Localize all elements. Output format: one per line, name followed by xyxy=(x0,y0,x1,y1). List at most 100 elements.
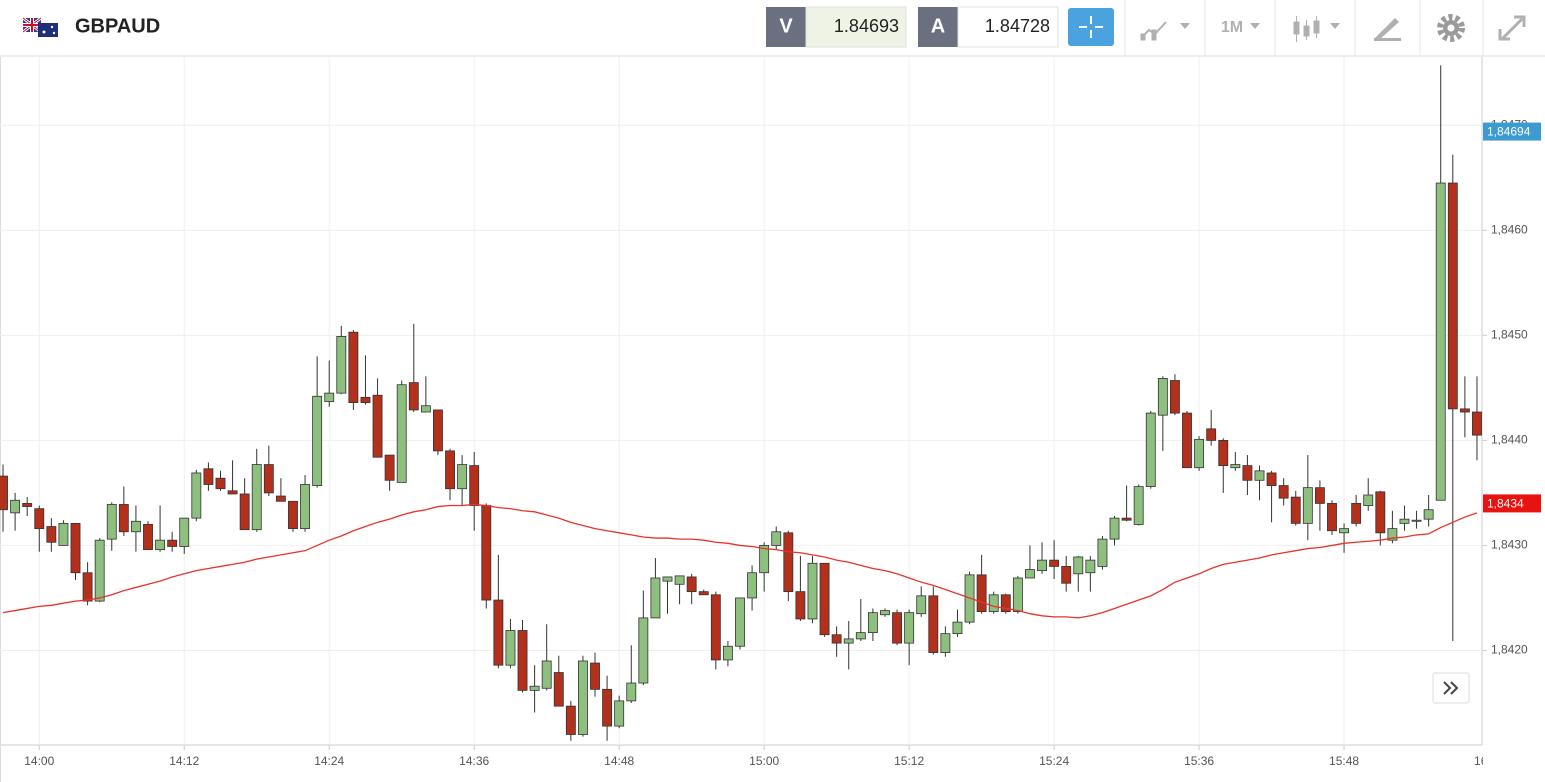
candle-body xyxy=(1230,464,1241,469)
candle-body xyxy=(843,638,854,644)
candle-body xyxy=(1278,485,1289,499)
buy-price: 1.84728 xyxy=(985,16,1050,36)
toolbar-separators xyxy=(1124,0,1484,56)
candle-body xyxy=(650,577,661,619)
candle-body xyxy=(469,465,480,506)
candle-body xyxy=(82,572,93,602)
candle-body xyxy=(686,576,697,593)
y-axis: 1,84201,84301,84401,84501,84601,84701,84… xyxy=(1482,117,1541,657)
candle-body xyxy=(155,539,166,551)
candle-body xyxy=(553,672,564,707)
candle-body xyxy=(1423,509,1434,520)
candle-body xyxy=(855,632,866,640)
candle-body xyxy=(916,595,927,615)
candle-body xyxy=(1169,380,1180,414)
candle-body xyxy=(880,610,890,616)
x-tick-label: 15:24 xyxy=(1039,754,1069,768)
candle-body xyxy=(324,392,335,402)
x-axis: 14:00 14:12 14:24 14:36 14:48 15:00 15:12 15:24… xyxy=(24,745,1504,768)
candle-body xyxy=(239,493,250,531)
candle-body xyxy=(710,594,721,661)
price-tag-label: 1,84694 xyxy=(1487,125,1531,139)
settings-button[interactable] xyxy=(1437,14,1465,42)
x-tick-label: 14:00 xyxy=(24,754,54,768)
x-tick-label: 15:48 xyxy=(1329,754,1359,768)
candle-body xyxy=(1459,408,1470,413)
crosshair-button[interactable] xyxy=(1068,8,1114,46)
buy-price-box[interactable] xyxy=(957,6,1059,48)
candle-body xyxy=(1242,465,1253,481)
candle-body xyxy=(1387,528,1398,541)
candle-body xyxy=(976,574,987,613)
scroll-button[interactable] xyxy=(1432,672,1470,704)
candle-body xyxy=(227,490,238,495)
candle-body xyxy=(1435,182,1446,501)
candle-body xyxy=(759,545,770,574)
x-tick-label: 15:00 xyxy=(749,754,779,768)
chart-type-button[interactable] xyxy=(1140,21,1190,41)
sell-price: 1.84693 xyxy=(834,16,899,36)
candle-body xyxy=(312,395,323,486)
candle-body xyxy=(493,599,504,666)
candle-body xyxy=(10,499,21,514)
candle-body xyxy=(988,594,999,613)
candle-body xyxy=(529,685,540,691)
candle-body xyxy=(70,522,81,574)
candle-body xyxy=(408,382,419,411)
buy-label: A xyxy=(931,15,945,37)
candle-body xyxy=(892,612,902,644)
price-tag xyxy=(1483,494,1541,513)
candle-body xyxy=(22,503,33,507)
y-tick-label: 1,8440 xyxy=(1491,433,1528,447)
candle-body xyxy=(94,539,105,602)
candle-body xyxy=(1121,517,1132,521)
candle-body xyxy=(1000,594,1011,613)
candle-body xyxy=(1411,519,1422,522)
candle-body xyxy=(626,682,637,702)
candle-body xyxy=(614,700,625,727)
candle-body xyxy=(952,621,963,635)
candle-body xyxy=(578,660,588,735)
buy-button[interactable] xyxy=(918,7,958,47)
candle-body xyxy=(215,477,226,490)
candle-body xyxy=(1049,559,1060,567)
candle-body xyxy=(1363,494,1374,506)
candle-body xyxy=(46,526,57,543)
timeframe-caret xyxy=(1250,23,1260,29)
candle-body xyxy=(1157,378,1168,416)
candle-body xyxy=(445,450,455,490)
sell-button[interactable] xyxy=(766,7,806,47)
candle-body xyxy=(1085,559,1096,574)
draw-tool-button[interactable] xyxy=(1374,18,1401,41)
plot-area xyxy=(0,65,1482,741)
grid xyxy=(0,57,1482,745)
candle-body xyxy=(698,591,709,596)
candle-body xyxy=(674,575,685,585)
sell-price-box[interactable] xyxy=(805,6,907,48)
candle-body xyxy=(541,660,552,689)
candle-body xyxy=(179,517,190,547)
timeframe-button[interactable]: 1M xyxy=(1221,19,1243,36)
candle-body xyxy=(348,331,359,403)
candle-body xyxy=(1061,566,1072,584)
candle-body xyxy=(505,630,516,666)
candle-body xyxy=(1351,503,1362,524)
candle-style-button[interactable] xyxy=(1293,16,1340,42)
sell-label: V xyxy=(779,15,793,37)
fullscreen-button[interactable] xyxy=(1498,15,1526,41)
flag xyxy=(22,16,58,37)
candle-body xyxy=(130,520,141,533)
candle-body xyxy=(433,409,443,452)
candle-body xyxy=(300,484,310,530)
candle-body xyxy=(1133,486,1144,525)
candle-body xyxy=(1182,412,1192,469)
candle-body xyxy=(0,475,8,511)
moving-average-line xyxy=(2,503,1478,619)
candle-body xyxy=(831,634,842,644)
y-tick-label: 1,8420 xyxy=(1491,643,1528,657)
candle-body xyxy=(34,508,45,530)
x-tick-label: 16:00 xyxy=(1474,754,1504,768)
price-tag-label: 1,8434 xyxy=(1487,497,1524,511)
candle-body xyxy=(590,662,600,690)
candle-body xyxy=(251,464,262,531)
